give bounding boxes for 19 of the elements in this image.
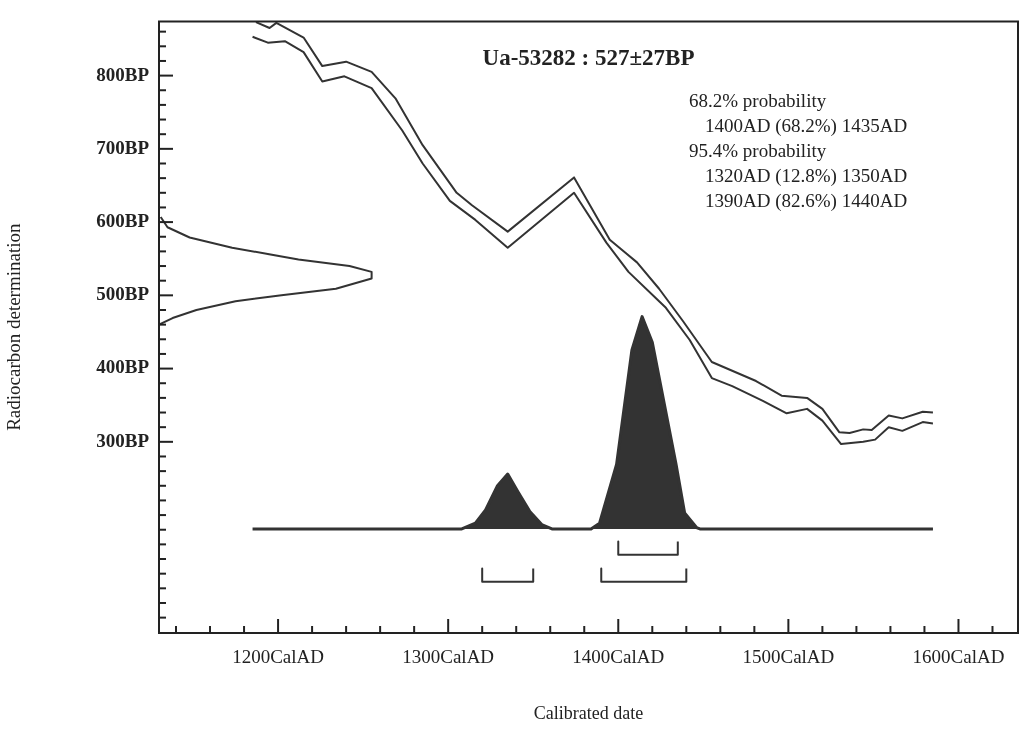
y-tick-label: 700BP	[96, 136, 150, 158]
y-tick-label: 300BP	[96, 429, 150, 451]
annotation: 1320AD (12.8%) 1350AD	[705, 165, 908, 188]
x-tick-label: 1400CalAD	[572, 646, 665, 668]
annotation: 1390AD (82.6%) 1440AD	[705, 190, 908, 213]
text: Ua-53282 : 527±27BP	[482, 45, 695, 71]
x-tick-label: 1200CalAD	[232, 646, 324, 668]
y-tick-label: 600BP	[96, 210, 150, 231]
x-tick-label: 1600CalAD	[912, 646, 1005, 668]
annotation: 68.2% probability	[689, 90, 827, 112]
y-tick-label: 800BP	[96, 63, 150, 85]
annotation: 95.4% probability	[689, 140, 827, 162]
x-tick-label: 1500CalAD	[742, 646, 835, 668]
y-tick-label: 400BP	[96, 356, 150, 378]
y-tick-label: 500BP	[96, 283, 150, 305]
y-axis-title: Radiocarbon determination	[3, 223, 25, 431]
x-axis-title: Calibrated date	[533, 702, 644, 723]
x-tick-label: 1300CalAD	[402, 646, 495, 668]
annotation: 1400AD (68.2%) 1435AD	[705, 115, 908, 138]
